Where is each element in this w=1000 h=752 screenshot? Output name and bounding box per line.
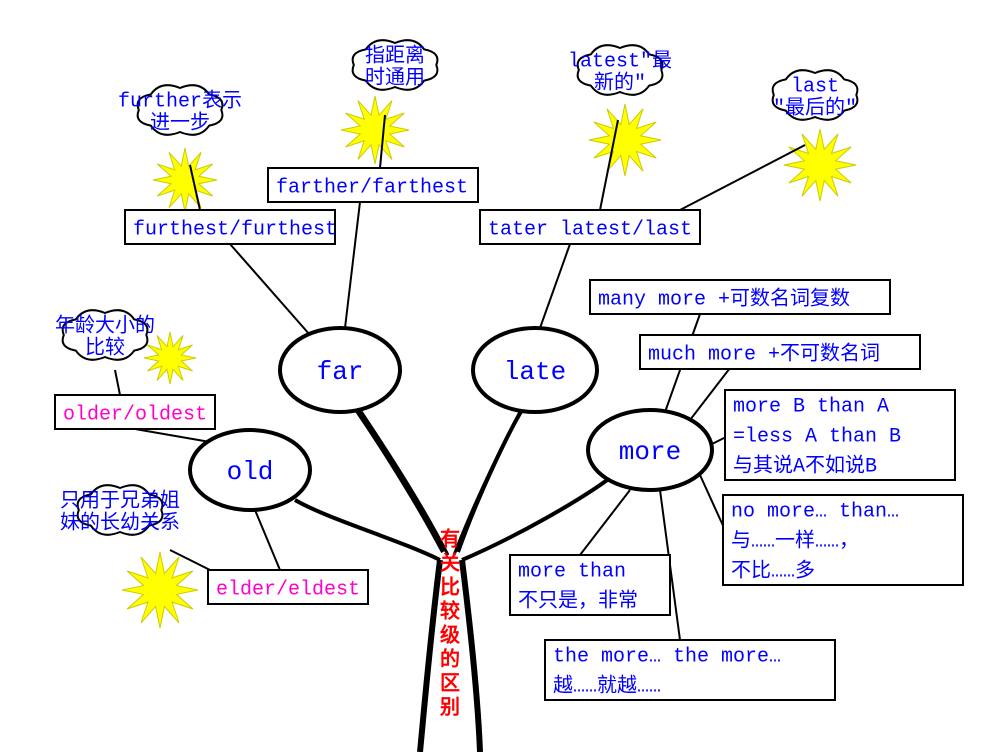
svg-text:the more… the more…: the more… the more…: [553, 645, 781, 668]
star-icon: [153, 148, 217, 212]
svg-text:older/oldest: older/oldest: [63, 403, 207, 426]
svg-text:elder/eldest: elder/eldest: [216, 578, 360, 601]
conn-more-nomore: [700, 475, 725, 530]
conn-tater-last: [680, 145, 805, 210]
branch-late: [458, 410, 522, 552]
svg-text:时通用: 时通用: [365, 65, 425, 90]
svg-text:old: old: [227, 457, 274, 487]
svg-text:与其说A不如说B: 与其说A不如说B: [733, 453, 877, 478]
svg-text:较: 较: [440, 599, 460, 623]
svg-text:与……一样……，: 与……一样……，: [731, 528, 859, 553]
conn-far-farther: [345, 202, 360, 328]
svg-text:只用于兄弟姐: 只用于兄弟姐: [60, 488, 180, 513]
mindmap-svg: old far late more furthest/furthest farther/…: [0, 0, 1000, 752]
trunk-left: [420, 560, 440, 752]
svg-text:有: 有: [440, 527, 460, 551]
conn-late-tater: [540, 244, 570, 328]
svg-text:新的": 新的": [594, 70, 646, 95]
svg-text:越……就越……: 越……就越……: [553, 673, 661, 698]
svg-text:的: 的: [440, 647, 460, 671]
svg-text:年龄大小的: 年龄大小的: [55, 313, 155, 338]
svg-text:last: last: [791, 75, 839, 98]
svg-text:latest"最: latest"最: [568, 49, 672, 73]
svg-text:妹的长幼关系: 妹的长幼关系: [60, 510, 180, 535]
svg-text:no more… than…: no more… than…: [731, 500, 899, 523]
svg-text:别: 别: [439, 695, 460, 719]
star-icon: [341, 96, 409, 164]
star-icon: [589, 104, 661, 176]
svg-text:late: late: [504, 357, 566, 387]
svg-text:furthest/furthest: furthest/furthest: [133, 218, 337, 241]
svg-text:many more +可数名词复数: many more +可数名词复数: [598, 286, 850, 311]
svg-text:further表示: further表示: [118, 88, 242, 113]
svg-text:more: more: [619, 437, 681, 467]
svg-text:more than: more than: [518, 560, 626, 583]
conn-more-morethan: [580, 490, 630, 555]
conn-old-elder: [255, 510, 280, 570]
svg-text:关: 关: [440, 551, 460, 575]
svg-text:=less A than B: =less A than B: [733, 425, 901, 448]
svg-text:比: 比: [440, 575, 460, 599]
svg-text:不比……多: 不比……多: [731, 558, 815, 583]
svg-text:指距离: 指距离: [365, 43, 425, 68]
svg-text:"最后的": "最后的": [773, 95, 857, 120]
star-icon: [122, 552, 198, 628]
svg-text:much more +不可数名词: much more +不可数名词: [648, 341, 880, 366]
star-icon: [784, 129, 856, 201]
svg-text:比较: 比较: [85, 335, 125, 360]
svg-text:farther/farthest: farther/farthest: [276, 176, 468, 199]
svg-text:tater latest/last: tater latest/last: [488, 218, 692, 241]
svg-text:不只是，非常: 不只是，非常: [518, 588, 638, 613]
svg-text:级: 级: [440, 623, 460, 647]
conn-old-older: [135, 429, 210, 442]
svg-text:more B than A: more B than A: [733, 395, 889, 418]
star-icon: [144, 332, 196, 384]
nodes-group: old far late more: [190, 328, 712, 510]
conn-far-furthest: [230, 244, 310, 335]
svg-text:far: far: [317, 357, 364, 387]
trunk-right: [462, 560, 480, 752]
svg-text:区: 区: [440, 671, 460, 695]
svg-text:进一步: 进一步: [150, 110, 210, 135]
root-label: 有关比较级的区别: [439, 527, 460, 719]
conn-older-agecloud: [115, 370, 120, 395]
